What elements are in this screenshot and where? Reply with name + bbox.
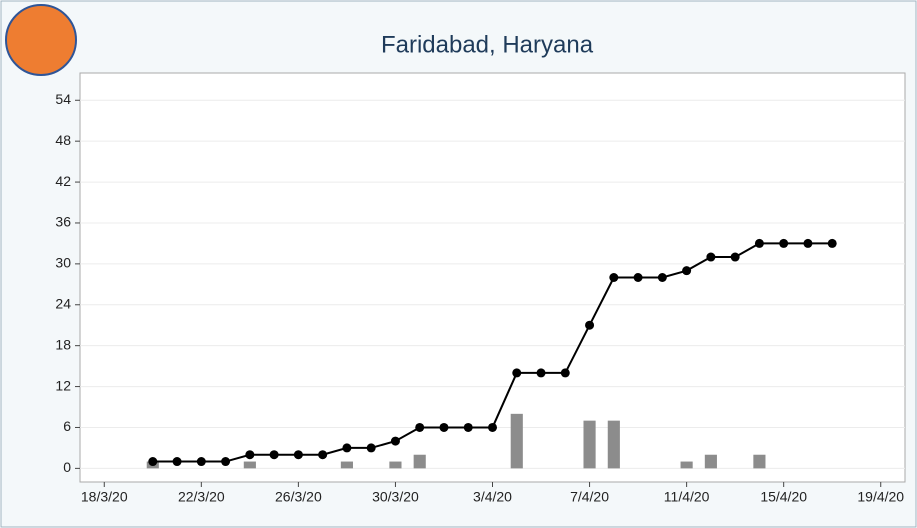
- chart-title: Faridabad, Haryana: [381, 31, 594, 58]
- point: [390, 436, 400, 446]
- x-tick-label: 3/4/20: [473, 489, 512, 505]
- point: [754, 238, 764, 248]
- x-tick-label: 22/3/20: [178, 489, 225, 505]
- bar: [389, 461, 402, 469]
- point: [342, 443, 352, 453]
- point: [269, 450, 279, 460]
- point: [415, 422, 425, 432]
- point: [560, 368, 570, 378]
- point: [706, 252, 716, 262]
- point: [488, 422, 497, 432]
- bar: [243, 461, 256, 469]
- y-tick-label: 54: [55, 91, 71, 107]
- point: [172, 457, 182, 467]
- x-tick-label: 7/4/20: [570, 489, 609, 505]
- bar: [680, 461, 693, 469]
- x-tick-label: 19/4/20: [857, 489, 904, 505]
- x-tick-label: 11/4/20: [664, 489, 710, 505]
- y-tick-label: 6: [63, 418, 71, 434]
- bar: [510, 413, 523, 469]
- point: [657, 273, 667, 282]
- point: [779, 238, 789, 248]
- point: [730, 252, 740, 262]
- point: [148, 457, 158, 467]
- y-tick-label: 24: [55, 295, 71, 311]
- x-tick-label: 26/3/20: [275, 489, 322, 505]
- point: [245, 450, 255, 460]
- point: [439, 422, 449, 432]
- x-tick-label: 30/3/20: [372, 489, 419, 505]
- x-tick-label: 18/3/20: [81, 489, 128, 505]
- bar: [753, 454, 766, 469]
- point: [196, 457, 206, 467]
- y-tick-label: 36: [55, 214, 71, 230]
- point: [221, 457, 231, 467]
- y-tick-label: 12: [55, 377, 71, 393]
- point: [293, 450, 303, 460]
- bar: [583, 420, 596, 469]
- point: [803, 238, 813, 248]
- bar: [704, 454, 717, 469]
- point: [463, 422, 473, 432]
- point: [827, 238, 837, 248]
- y-tick-label: 18: [55, 336, 71, 352]
- bar: [607, 420, 620, 469]
- y-tick-label: 30: [55, 255, 71, 271]
- plot-area: [79, 72, 906, 483]
- x-tick-label: 15/4/20: [760, 489, 807, 505]
- bar: [340, 461, 353, 469]
- decoration: [5, 4, 77, 76]
- point: [609, 273, 619, 282]
- point: [633, 273, 643, 282]
- point: [318, 450, 328, 460]
- point: [536, 368, 546, 378]
- point: [512, 368, 522, 378]
- point: [682, 266, 692, 276]
- y-tick-label: 48: [55, 132, 71, 148]
- point: [585, 320, 595, 330]
- y-tick-label: 0: [63, 459, 71, 475]
- bar: [413, 454, 426, 469]
- point: [366, 443, 376, 453]
- y-tick-label: 42: [55, 173, 71, 189]
